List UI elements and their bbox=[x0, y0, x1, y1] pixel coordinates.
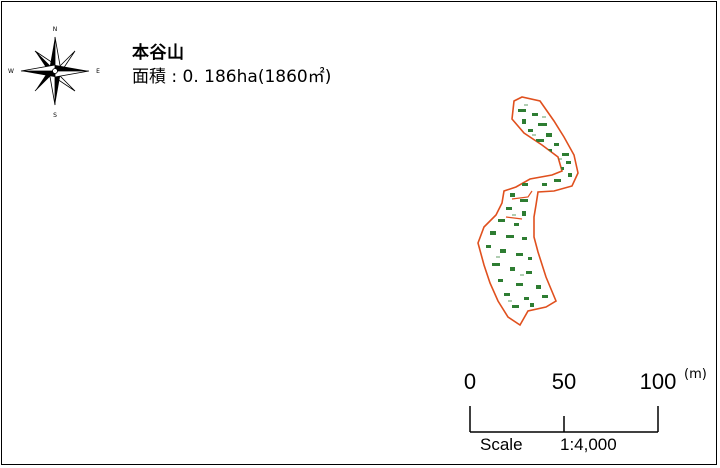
compass-s-label: S bbox=[53, 112, 57, 118]
parcel-map bbox=[477, 96, 579, 327]
vegetation-pattern bbox=[486, 104, 572, 308]
scale-unit: (m) bbox=[684, 367, 707, 382]
scale-tick-100: 100 bbox=[639, 369, 677, 394]
scale-ratio: 1:4,000 bbox=[560, 435, 617, 454]
scale-tick-50: 50 bbox=[551, 369, 577, 394]
scale-bar: 0 50 100 (m) Scale 1:4,000 bbox=[442, 358, 716, 464]
compass-w-label: W bbox=[8, 68, 14, 75]
scale-bar-line bbox=[469, 406, 659, 433]
parcel-outline bbox=[477, 96, 579, 327]
area-value: 0. 186ha bbox=[182, 67, 258, 87]
compass-rose-icon: N S W E bbox=[8, 24, 102, 119]
compass-n-label: N bbox=[53, 26, 58, 33]
area-line: 面積 : 0. 186ha(1860㎡) bbox=[132, 66, 331, 88]
area-separator: : bbox=[171, 67, 178, 87]
place-name: 本谷山 bbox=[132, 43, 185, 63]
title-block: 本谷山 面積 : 0. 186ha(1860㎡) bbox=[132, 42, 331, 88]
area-label: 面積 bbox=[132, 67, 166, 87]
area-sqm: (1860㎡) bbox=[257, 67, 332, 87]
compass-e-label: E bbox=[96, 68, 100, 75]
scale-tick-0: 0 bbox=[463, 369, 477, 394]
scale-word: Scale bbox=[480, 435, 523, 454]
